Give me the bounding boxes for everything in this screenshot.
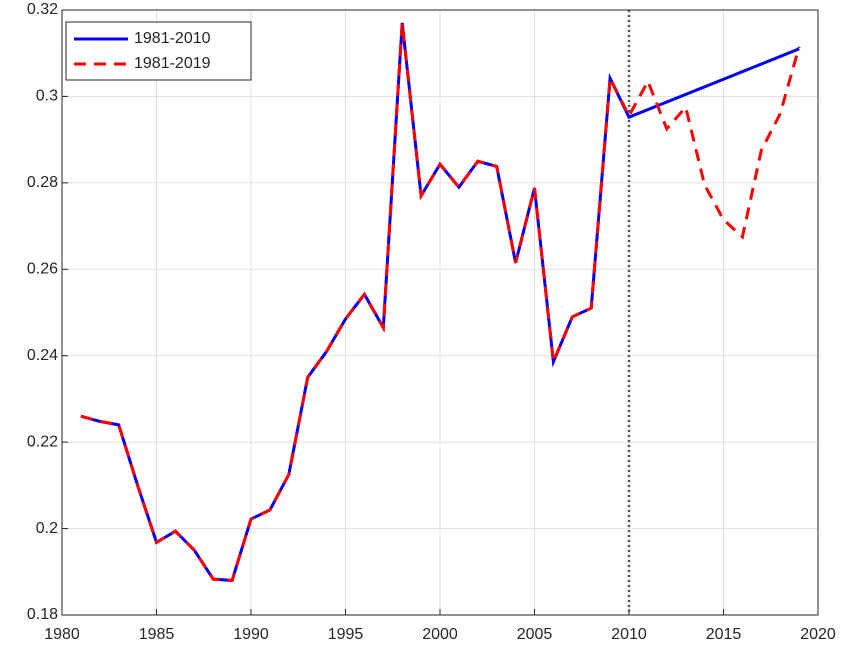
legend-box xyxy=(65,21,252,81)
y-tick-label: 0.24 xyxy=(27,347,58,364)
y-tick-label: 0.2 xyxy=(36,520,58,537)
y-tick-label: 0.3 xyxy=(36,88,58,105)
y-tick-label: 0.26 xyxy=(27,261,58,278)
x-tick-label: 1990 xyxy=(233,626,269,643)
y-tick-label: 0.18 xyxy=(27,606,58,623)
x-tick-label: 2010 xyxy=(611,626,647,643)
x-tick-label: 2015 xyxy=(706,626,742,643)
x-tick-label: 2020 xyxy=(800,626,836,643)
x-tick-label: 1980 xyxy=(44,626,80,643)
y-tick-label: 0.28 xyxy=(27,174,58,191)
axes-box xyxy=(61,9,819,616)
legend-label: 1981-2010 xyxy=(134,30,211,47)
y-tick-label: 0.22 xyxy=(27,433,58,450)
series-line xyxy=(80,22,801,583)
y-tick-label: 0.32 xyxy=(27,1,58,18)
x-tick-label: 1985 xyxy=(139,626,175,643)
x-tick-label: 2000 xyxy=(422,626,458,643)
x-tick-label: 1995 xyxy=(328,626,364,643)
x-tick-label: 2005 xyxy=(517,626,553,643)
legend-label: 1981-2019 xyxy=(134,55,211,72)
